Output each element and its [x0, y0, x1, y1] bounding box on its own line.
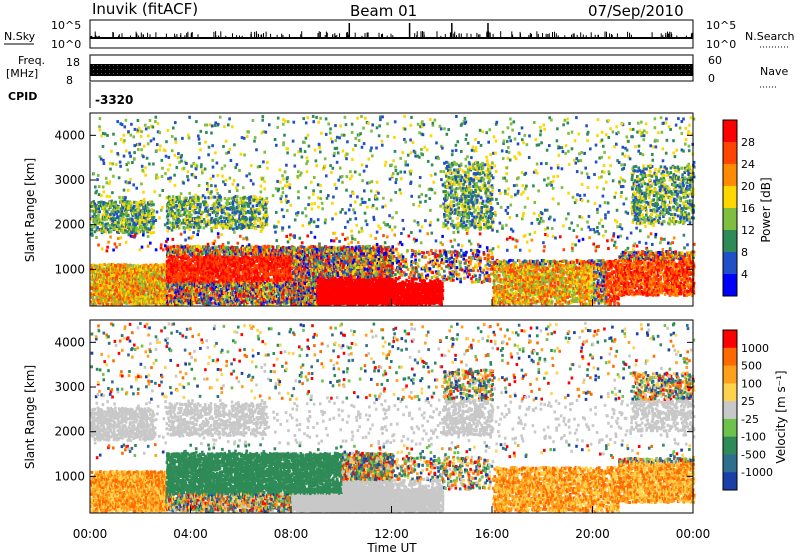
heatmap-cell	[115, 213, 118, 216]
heatmap-cell	[96, 226, 99, 229]
nave-tick-bottom: 0	[708, 72, 715, 85]
freq-tick-top: 18	[66, 56, 80, 69]
heatmap-cell	[141, 274, 144, 277]
nsearch-tick-bottom: 10^0	[706, 38, 736, 51]
heatmap-cell	[117, 215, 120, 218]
beam-title: Beam 01	[350, 2, 417, 20]
heatmap-cell	[133, 205, 136, 208]
heatmap-cell	[114, 303, 117, 306]
heatmap-cell	[130, 267, 133, 270]
nsearch-tick-top: 10^5	[706, 19, 736, 32]
heatmap-cell	[110, 291, 113, 294]
heatmap-cell	[114, 201, 117, 204]
plot-canvas: Inuvik (fitACF) Beam 01 07/Sep/2010 N.Sk…	[0, 0, 800, 554]
date-title: 07/Sep/2010	[588, 2, 684, 20]
nsky-tick-top: 10^5	[51, 19, 81, 32]
heatmap-cell	[113, 213, 116, 216]
nsky-tick-bottom: 10^0	[51, 38, 81, 51]
station-title: Inuvik (fitACF)	[92, 0, 198, 18]
cpid-label: CPID	[8, 90, 37, 103]
heatmap-cell	[97, 214, 100, 217]
heatmap-cell	[163, 298, 166, 301]
heatmap-cell	[128, 223, 131, 226]
freq-tick-bottom: 8	[66, 74, 73, 87]
heatmap-cell	[101, 264, 104, 267]
heatmap-cell	[130, 264, 133, 267]
freq-panel: Freq. [MHz] 18 8 60 0 Nave	[6, 54, 788, 87]
nsky-label: N.Sky	[4, 30, 36, 43]
nsearch-label: N.Search	[745, 30, 795, 43]
nave-label: Nave	[760, 65, 788, 78]
heatmap-cell	[161, 279, 164, 282]
heatmap-cell	[93, 299, 96, 302]
freq-trace	[90, 64, 693, 76]
heatmap-cell	[91, 228, 94, 231]
heatmap-cell	[98, 210, 101, 213]
heatmap-cell	[145, 214, 148, 217]
heatmap-cell	[114, 217, 117, 220]
heatmap-cell	[117, 221, 120, 224]
freq-label-2: [MHz]	[6, 67, 38, 80]
heatmap-cell	[144, 294, 147, 297]
nsky-panel: N.Sky 10^5 10^0 10^5 10^0 N.Search	[4, 19, 795, 51]
heatmap-cell	[111, 223, 114, 226]
heatmap-cell	[136, 202, 139, 205]
heatmap-cell	[125, 263, 128, 266]
cpid-value: -3320	[95, 93, 133, 107]
heatmap-cell	[127, 214, 130, 217]
nave-tick-top: 60	[708, 54, 722, 67]
heatmap-cell	[105, 285, 108, 288]
radar-summary-plot: Inuvik (fitACF) Beam 01 07/Sep/2010 N.Sk…	[0, 0, 800, 554]
freq-label-1: Freq.	[18, 54, 45, 67]
